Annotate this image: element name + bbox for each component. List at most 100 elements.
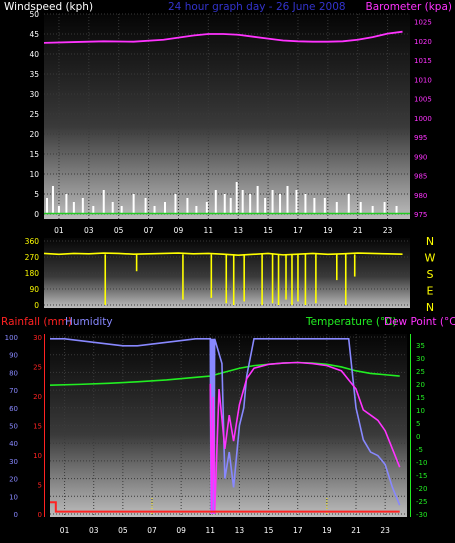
compass-label: N bbox=[426, 301, 434, 314]
windspeed-bar bbox=[153, 206, 156, 214]
humidity-tick-label: 10 bbox=[9, 493, 18, 501]
windspeed-bar bbox=[241, 190, 244, 214]
hour-tick-label: 17 bbox=[293, 526, 303, 535]
windspeed-bar bbox=[195, 206, 198, 214]
humidity-tick-label: 70 bbox=[9, 387, 18, 395]
hour-tick-label: 09 bbox=[176, 526, 186, 535]
rainfall-tick-label: 20 bbox=[33, 393, 42, 401]
barometer-tick-label: 1000 bbox=[414, 115, 432, 123]
wind-grid bbox=[44, 13, 410, 219]
hour-tick-label: 07 bbox=[144, 226, 154, 235]
temperature-tick-label: 20 bbox=[416, 381, 425, 389]
windspeed-tick-label: 5 bbox=[34, 190, 39, 199]
windspeed-tick-label: 50 bbox=[29, 10, 39, 19]
temperature-tick-label: -30 bbox=[416, 511, 427, 519]
compass-label: N bbox=[426, 235, 434, 248]
windspeed-bar bbox=[132, 194, 135, 214]
windspeed-bar bbox=[304, 194, 307, 214]
barometer-line bbox=[43, 30, 403, 44]
windspeed-bar bbox=[81, 198, 84, 214]
temperature-tick-label: 25 bbox=[416, 368, 425, 376]
humidity-tick-label: 0 bbox=[14, 511, 18, 519]
temperature-tick-label: 0 bbox=[416, 433, 420, 441]
windspeed-bar bbox=[51, 186, 54, 214]
windspeed-bar bbox=[256, 186, 259, 214]
windspeed-tick-label: 30 bbox=[29, 90, 39, 99]
humidity-tick-label: 80 bbox=[9, 369, 18, 377]
barometer-tick-label: 1015 bbox=[414, 57, 432, 65]
windspeed-bar bbox=[72, 202, 75, 214]
winddir-tick-label: 180 bbox=[25, 269, 40, 278]
windspeed-tick-label: 45 bbox=[29, 30, 39, 39]
rainfall-tick-label: 5 bbox=[38, 482, 42, 490]
windspeed-bar bbox=[359, 202, 362, 214]
windspeed-bar bbox=[271, 190, 274, 214]
hour-tick-label: 11 bbox=[206, 526, 216, 535]
hour-tick-label: 11 bbox=[204, 226, 214, 235]
hour-tick-label: 23 bbox=[380, 526, 390, 535]
windspeed-tick-label: 10 bbox=[29, 170, 39, 179]
hour-tick-label: 21 bbox=[353, 226, 363, 235]
windspeed-tick-label: 40 bbox=[29, 50, 39, 59]
windspeed-bar bbox=[249, 194, 252, 214]
temperature-tick-label: 5 bbox=[416, 420, 420, 428]
humidity-tick-label: 100 bbox=[5, 334, 18, 342]
windspeed-bar bbox=[45, 198, 48, 214]
windspeed-bars bbox=[45, 182, 398, 214]
windspeed-bar bbox=[57, 206, 60, 214]
temperature-tick-label: -5 bbox=[416, 446, 423, 454]
hour-tick-label: 15 bbox=[264, 526, 274, 535]
barometer-tick-label: 1020 bbox=[414, 38, 432, 46]
windspeed-tick-label: 15 bbox=[29, 150, 39, 159]
windspeed-bar bbox=[323, 198, 326, 214]
windspeed-bar bbox=[214, 190, 217, 214]
hour-tick-label: 03 bbox=[84, 226, 94, 235]
windspeed-bar bbox=[102, 190, 105, 214]
barometer-tick-label: 1010 bbox=[414, 76, 432, 84]
barometer-tick-label: 995 bbox=[414, 134, 427, 142]
temperature-tick-label: 10 bbox=[416, 407, 425, 415]
barometer-axis-label: Barometer (kpa) bbox=[366, 1, 452, 13]
humidity-axis-label: Humidity bbox=[65, 316, 113, 328]
temperature-tick-label: -25 bbox=[416, 498, 427, 506]
windspeed-bar bbox=[383, 202, 386, 214]
barometer-tick-label: 990 bbox=[414, 153, 427, 161]
compass-label: W bbox=[425, 252, 436, 265]
humidity-tick-label: 60 bbox=[9, 405, 18, 413]
windspeed-bar bbox=[164, 202, 167, 214]
hour-tick-label: 19 bbox=[322, 526, 332, 535]
windspeed-tick-label: 35 bbox=[29, 70, 39, 79]
hour-tick-label: 13 bbox=[233, 226, 243, 235]
compass-label: S bbox=[427, 268, 434, 281]
windspeed-axis-ticks: 0 5 10 15 20 25 30 35 40 45 50 bbox=[29, 10, 39, 219]
winddir-tick-label: 90 bbox=[29, 285, 39, 294]
rainfall-tick-label: 15 bbox=[33, 423, 42, 431]
temperature-tick-label: -10 bbox=[416, 459, 427, 467]
windspeed-bar bbox=[92, 206, 95, 214]
windspeed-bar bbox=[111, 202, 114, 214]
temperature-tick-label: -15 bbox=[416, 472, 427, 480]
hour-tick-label: 19 bbox=[323, 226, 333, 235]
barometer-tick-label: 980 bbox=[414, 192, 427, 200]
hour-tick-label: 21 bbox=[351, 526, 361, 535]
humidity-line bbox=[50, 337, 401, 515]
humidity-tick-label: 20 bbox=[9, 476, 18, 484]
wind-plot-area bbox=[44, 14, 410, 219]
winddir-axis-ticks: 0 90 180 270 360 bbox=[25, 237, 40, 310]
rainfall-axis-ticks: 0 5 10 15 20 25 30 bbox=[33, 334, 42, 519]
temperature-tick-label: 30 bbox=[416, 355, 425, 363]
windspeed-bar bbox=[264, 198, 267, 214]
temperature-tick-label: 35 bbox=[416, 342, 425, 350]
windspeed-bar bbox=[186, 198, 189, 214]
humidity-axis-ticks: 0 10 20 30 40 50 60 70 80 90 100 bbox=[5, 334, 18, 519]
rainfall-axis-label: Rainfall (mm) bbox=[1, 316, 72, 328]
hour-tick-label: 23 bbox=[383, 226, 393, 235]
barometer-tick-label: 1005 bbox=[414, 96, 432, 104]
wind-direction-line bbox=[43, 252, 403, 257]
windspeed-bar bbox=[144, 198, 147, 214]
rainfall-tick-label: 25 bbox=[33, 364, 42, 372]
wind-hour-ticks: 01 03 05 07 09 11 13 15 17 19 21 23 bbox=[54, 226, 392, 235]
temperature-tick-label: 15 bbox=[416, 394, 425, 402]
winddir-tick-label: 270 bbox=[25, 253, 40, 262]
